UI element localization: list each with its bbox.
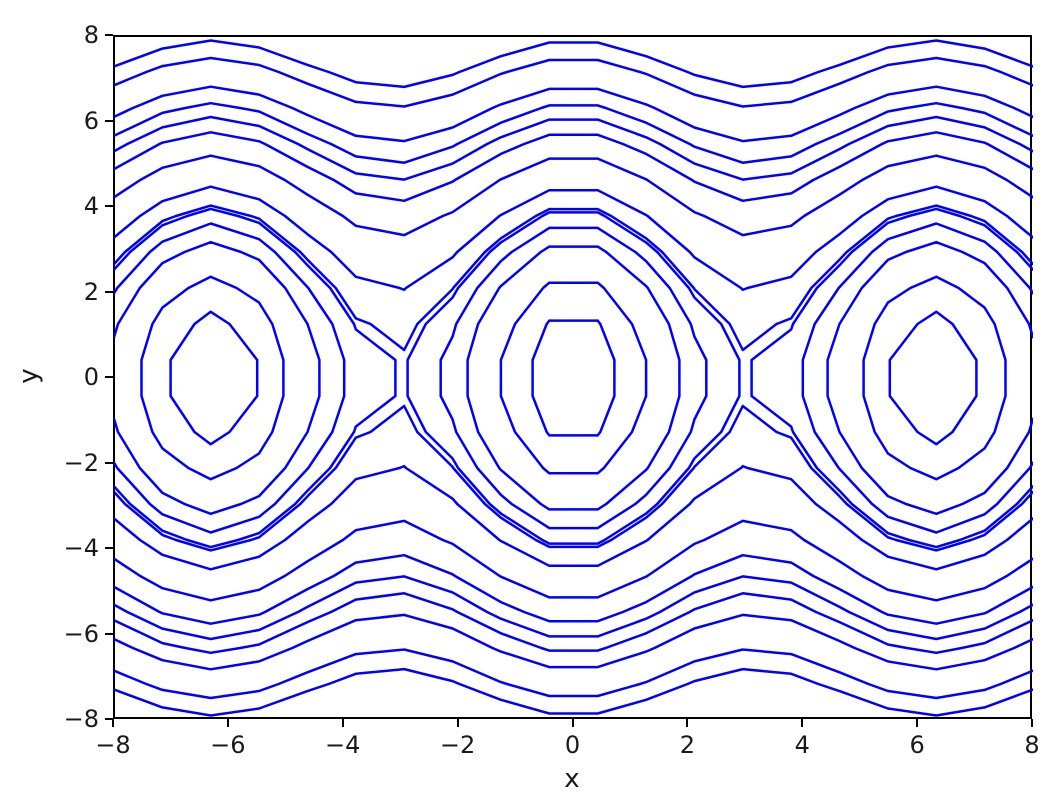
x-tick-mark <box>686 719 689 727</box>
contour-line-level-1.12 <box>114 240 1033 516</box>
y-tick-label: 0 <box>83 363 99 391</box>
x-tick-label: −4 <box>325 731 361 759</box>
contour-line-level-9.6 <box>114 154 1033 602</box>
y-tick-label: −2 <box>63 448 99 477</box>
contour-plot <box>114 39 1033 717</box>
x-tick-label: −2 <box>439 731 476 759</box>
contour-line-level-14.7 <box>114 115 1033 641</box>
contour-line-level--1.12 <box>140 275 1007 481</box>
x-tick-label: 0 <box>564 731 581 759</box>
y-tick-label: −6 <box>63 619 99 648</box>
x-tick-label: −8 <box>95 731 131 759</box>
y-tick-label: −8 <box>63 705 99 733</box>
y-tick-mark <box>105 461 113 464</box>
y-axis-label: y <box>14 368 44 384</box>
y-tick-mark <box>105 205 113 207</box>
x-tick-label: 4 <box>794 731 810 759</box>
contour-line-level-6.07 <box>114 185 1033 571</box>
x-tick-label: −6 <box>210 731 246 759</box>
y-tick-mark <box>105 718 113 720</box>
y-tick-mark <box>105 632 113 635</box>
y-tick-mark <box>105 376 113 378</box>
y-tick-mark <box>105 290 113 293</box>
contour-line-level-3.88 <box>114 207 1033 549</box>
y-tick-mark <box>105 119 113 122</box>
x-tick-mark <box>801 719 804 727</box>
contour-line-level-4.21 <box>114 204 1033 552</box>
y-tick-label: 8 <box>83 21 99 49</box>
plot-area <box>113 35 1033 719</box>
x-tick-mark <box>916 719 919 727</box>
contour-line-level-27.2 <box>114 39 1033 717</box>
contour-line-level-19.3 <box>114 85 1033 671</box>
x-tick-mark <box>226 719 229 727</box>
x-tick-label: 6 <box>909 731 925 759</box>
y-tick-label: −4 <box>63 534 99 562</box>
y-tick-mark <box>105 34 113 36</box>
x-tick-label: 2 <box>679 731 696 759</box>
contour-line-level--2.72 <box>169 310 978 446</box>
y-tick-label: 6 <box>83 106 99 135</box>
contour-line-level-2.59 <box>114 222 1033 534</box>
y-tick-label: 4 <box>83 192 99 220</box>
y-tick-mark <box>105 547 113 549</box>
x-tick-mark <box>571 719 574 727</box>
contour-line-level-12.6 <box>114 131 1033 625</box>
contour-line-level-16.7 <box>114 101 1033 655</box>
y-tick-label: 2 <box>83 277 99 306</box>
x-tick-mark <box>456 719 459 727</box>
x-tick-mark <box>1031 719 1033 727</box>
contour-line-level-24.1 <box>114 56 1033 700</box>
x-tick-mark <box>341 719 344 727</box>
x-tick-mark <box>112 719 114 727</box>
x-axis-label: x <box>564 764 580 794</box>
x-tick-label: 8 <box>1024 731 1040 759</box>
